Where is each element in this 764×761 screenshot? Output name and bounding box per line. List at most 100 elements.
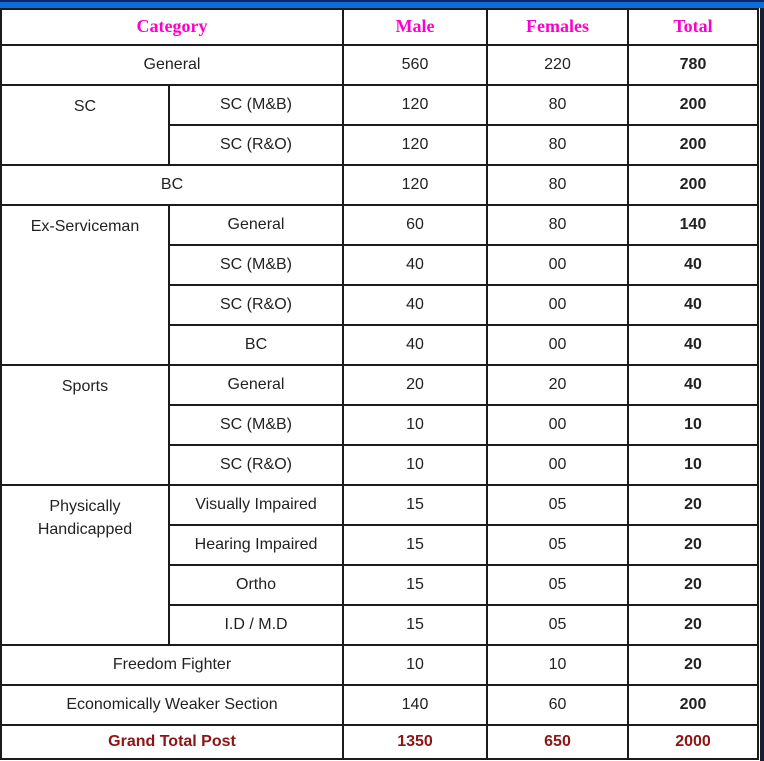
grand-total-females-cell: 650 xyxy=(486,724,630,760)
total-value-cell: 200 xyxy=(627,164,760,206)
header-total: Total xyxy=(627,8,760,46)
females-value-cell: 80 xyxy=(486,164,630,206)
females-value-cell: 05 xyxy=(486,564,630,606)
total-value-cell: 40 xyxy=(627,244,760,286)
total-value-cell: 200 xyxy=(627,84,760,126)
male-value-cell: 120 xyxy=(342,124,489,166)
table-row: Economically Weaker Section 140 60 200 xyxy=(0,684,760,726)
table-row: SC SC (M&B) 120 80 200 xyxy=(0,84,760,166)
category-sub-cell: SC (M&B) xyxy=(167,404,345,446)
male-value-cell: 120 xyxy=(342,84,489,126)
females-value-cell: 00 xyxy=(486,244,630,286)
table-row: SC (R&O) 120 80 200 xyxy=(1,124,760,166)
table-row: SC (R&O) 40 00 40 xyxy=(1,284,760,326)
category-sub-cell: Ortho xyxy=(167,564,345,606)
category-sub-cell: BC xyxy=(167,324,345,366)
table-row: Freedom Fighter 10 10 20 xyxy=(0,644,760,686)
male-value-cell: 20 xyxy=(342,364,489,406)
table-row: BC 40 00 40 xyxy=(1,324,760,366)
category-cell: BC xyxy=(0,164,345,206)
category-sub-cell: Hearing Impaired xyxy=(167,524,345,566)
male-value-cell: 560 xyxy=(342,44,489,86)
table-row: General 560 220 780 xyxy=(0,44,760,86)
total-value-cell: 20 xyxy=(627,524,760,566)
total-value-cell: 140 xyxy=(627,204,760,246)
male-value-cell: 120 xyxy=(342,164,489,206)
table-row: Sports General 20 20 40 xyxy=(0,364,760,486)
females-value-cell: 80 xyxy=(486,84,630,126)
category-sub-cell: SC (R&O) xyxy=(167,284,345,326)
male-value-cell: 15 xyxy=(342,524,489,566)
females-value-cell: 220 xyxy=(486,44,630,86)
category-group-cell: Ex-Serviceman xyxy=(0,204,170,366)
male-value-cell: 10 xyxy=(342,404,489,446)
category-group-cell: Sports xyxy=(0,364,170,486)
category-sub-cell: General xyxy=(167,204,345,246)
total-value-cell: 200 xyxy=(627,684,760,726)
male-value-cell: 60 xyxy=(342,204,489,246)
table-header-row: Category Male Females Total xyxy=(0,8,760,46)
females-value-cell: 05 xyxy=(486,524,630,566)
category-sub-cell: SC (M&B) xyxy=(167,244,345,286)
females-value-cell: 05 xyxy=(486,484,630,526)
category-group-cell: Physically Handicapped xyxy=(0,484,170,646)
grand-total-total-cell: 2000 xyxy=(627,724,760,760)
total-value-cell: 10 xyxy=(627,444,760,486)
male-value-cell: 140 xyxy=(342,684,489,726)
category-sub-cell: SC (M&B) xyxy=(167,84,345,126)
vacancy-table: Category Male Females Total General 560 … xyxy=(0,8,760,760)
category-sub-cell: Visually Impaired xyxy=(167,484,345,526)
table-row: Ortho 15 05 20 xyxy=(1,564,760,606)
top-accent-bar xyxy=(0,0,764,8)
category-sub-cell: I.D / M.D xyxy=(167,604,345,646)
header-male: Male xyxy=(342,8,489,46)
females-value-cell: 00 xyxy=(486,324,630,366)
grand-total-row: Grand Total Post 1350 650 2000 xyxy=(0,724,760,760)
total-value-cell: 40 xyxy=(627,324,760,366)
females-value-cell: 10 xyxy=(486,644,630,686)
table-row: Hearing Impaired 15 05 20 xyxy=(1,524,760,566)
grand-total-male-cell: 1350 xyxy=(342,724,489,760)
table-row: SC (M&B) 40 00 40 xyxy=(1,244,760,286)
table-row: SC (M&B) 10 00 10 xyxy=(1,404,760,446)
total-value-cell: 780 xyxy=(627,44,760,86)
grand-total-label-cell: Grand Total Post xyxy=(0,724,345,760)
females-value-cell: 00 xyxy=(486,284,630,326)
male-value-cell: 10 xyxy=(342,444,489,486)
total-value-cell: 200 xyxy=(627,124,760,166)
females-value-cell: 05 xyxy=(486,604,630,646)
category-sub-cell: SC (R&O) xyxy=(167,124,345,166)
total-value-cell: 40 xyxy=(627,284,760,326)
male-value-cell: 40 xyxy=(342,284,489,326)
category-sub-cell: General xyxy=(167,364,345,406)
male-value-cell: 40 xyxy=(342,244,489,286)
females-value-cell: 00 xyxy=(486,444,630,486)
total-value-cell: 20 xyxy=(627,564,760,606)
male-value-cell: 10 xyxy=(342,644,489,686)
header-females: Females xyxy=(486,8,630,46)
male-value-cell: 40 xyxy=(342,324,489,366)
total-value-cell: 10 xyxy=(627,404,760,446)
table-row: Ex-Serviceman General 60 80 140 xyxy=(0,204,760,366)
male-value-cell: 15 xyxy=(342,564,489,606)
total-value-cell: 20 xyxy=(627,604,760,646)
females-value-cell: 00 xyxy=(486,404,630,446)
category-sub-cell: SC (R&O) xyxy=(167,444,345,486)
total-value-cell: 20 xyxy=(627,644,760,686)
table-row: BC 120 80 200 xyxy=(0,164,760,206)
category-cell: General xyxy=(0,44,345,86)
table-row: Physically Handicapped Visually Impaired… xyxy=(0,484,760,646)
right-edge-bar xyxy=(760,0,764,761)
females-value-cell: 20 xyxy=(486,364,630,406)
females-value-cell: 60 xyxy=(486,684,630,726)
category-cell: Economically Weaker Section xyxy=(0,684,345,726)
category-group-cell: SC xyxy=(0,84,170,166)
table-row: I.D / M.D 15 05 20 xyxy=(1,604,760,646)
total-value-cell: 40 xyxy=(627,364,760,406)
category-cell: Freedom Fighter xyxy=(0,644,345,686)
header-category: Category xyxy=(0,8,345,46)
total-value-cell: 20 xyxy=(627,484,760,526)
table-row: SC (R&O) 10 00 10 xyxy=(1,444,760,486)
females-value-cell: 80 xyxy=(486,204,630,246)
